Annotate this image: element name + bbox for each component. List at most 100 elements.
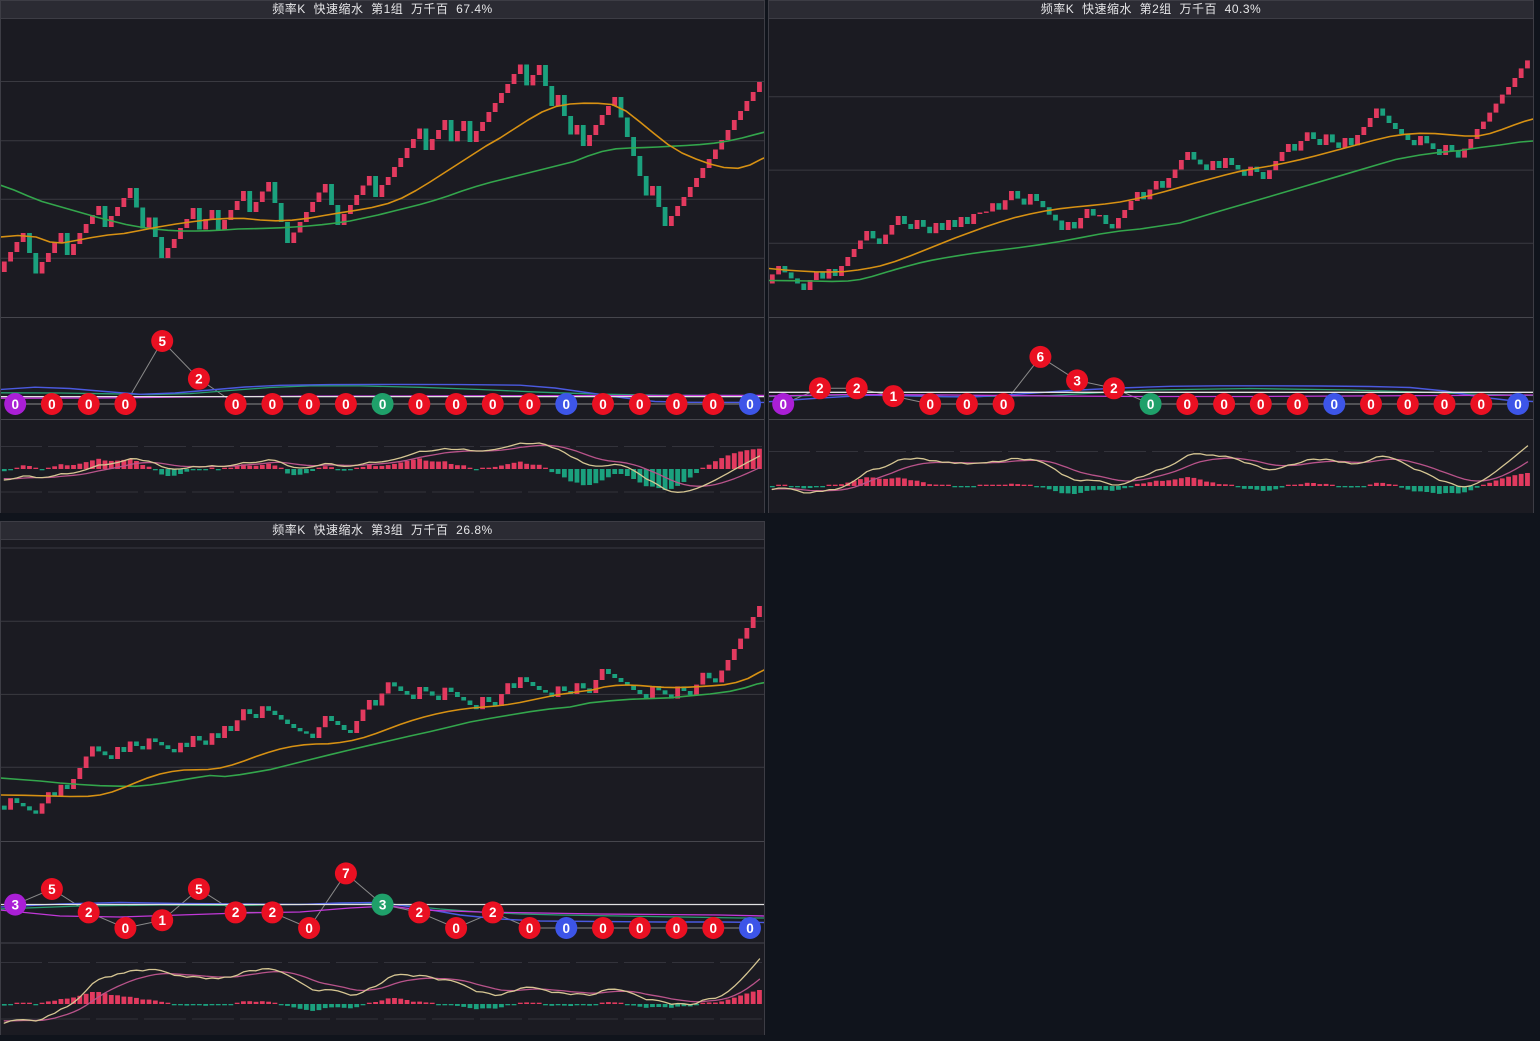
candle [20, 803, 26, 807]
candle [681, 686, 687, 691]
macd-bar [196, 469, 202, 471]
candle [1392, 123, 1398, 129]
candle [1204, 164, 1209, 170]
candle [165, 745, 171, 749]
candle [1084, 209, 1090, 218]
macd-bar [681, 1004, 687, 1007]
candle [127, 188, 133, 198]
candle [1329, 134, 1335, 143]
indicator-badge: 0 [224, 393, 247, 415]
indicator-badge: 0 [555, 917, 578, 939]
candles-layer [1, 64, 762, 274]
macd-bar [1361, 486, 1367, 488]
macd-bar [858, 479, 863, 486]
badge-circle-red [1213, 393, 1236, 415]
macd-bar [303, 1004, 309, 1010]
macd-bar [1015, 484, 1021, 486]
badge-value: 0 [1404, 397, 1412, 412]
candle [1386, 115, 1392, 123]
macd-bar [480, 1004, 485, 1009]
macd-bar [1411, 486, 1417, 492]
macd-bar [297, 1004, 303, 1009]
macd-dif-line [3, 958, 761, 1024]
candle [1481, 121, 1486, 129]
macd-bar [278, 467, 284, 469]
indicator-badge: 0 [739, 917, 761, 939]
macd-bar [20, 1002, 26, 1004]
candle [247, 191, 253, 212]
badge-value: 1 [890, 389, 898, 404]
badge-circle-red [1396, 393, 1419, 415]
candle [1, 805, 7, 810]
candle [404, 148, 410, 158]
macd-bar [643, 1004, 649, 1008]
macd-bar [549, 469, 555, 473]
macd-bar [499, 465, 504, 469]
badge-value: 2 [1110, 381, 1118, 396]
candle [568, 116, 574, 135]
badge-value: 0 [416, 397, 424, 412]
macd-bar [499, 1004, 504, 1008]
candle [1317, 139, 1323, 145]
candle [1474, 129, 1480, 139]
badge-circle-red [114, 393, 137, 415]
macd-bar [171, 1004, 177, 1006]
macd-bar [348, 469, 353, 471]
macd-bar [272, 1002, 278, 1004]
badge-circle-red [408, 901, 431, 924]
macd-dea-line [3, 444, 761, 487]
macd-bar [587, 469, 592, 485]
chart-canvas-group3[interactable]: 3 5 2 0 1 5 2 2 0 7 3 2 0 2 0 0 0 0 0 0 0 [1, 540, 764, 1034]
macd-bar [694, 1004, 699, 1006]
candle [643, 176, 649, 196]
indicator-badge: 0 [445, 917, 468, 939]
indicator-badge: 1 [151, 909, 174, 932]
candle [700, 672, 706, 685]
candle [505, 683, 511, 694]
badge-circle-red [40, 878, 63, 900]
candle [719, 140, 725, 150]
candle [316, 192, 322, 202]
badge-value: 0 [1331, 397, 1339, 412]
candle [392, 682, 397, 687]
candle [259, 191, 265, 202]
ma-fast-line [1, 669, 764, 798]
ma-fast-line [769, 118, 1533, 273]
chart-canvas-group1[interactable]: 0 0 0 0 5 2 0 0 0 0 0 0 0 0 0 0 0 0 0 0 0 [1, 19, 764, 512]
candle [410, 139, 416, 148]
candle [58, 233, 64, 243]
candle [725, 660, 731, 671]
badge-value: 0 [563, 921, 571, 936]
macd-bar [1122, 486, 1128, 489]
candle [1185, 152, 1191, 160]
macd-bar [278, 1004, 284, 1006]
candle [662, 207, 668, 226]
candle [310, 733, 316, 738]
macd-bar [121, 459, 127, 469]
candle [341, 725, 347, 730]
candle [1355, 135, 1360, 146]
candle [152, 738, 158, 742]
indicator-badge: 0 [702, 393, 725, 415]
macd-bar [1455, 486, 1461, 494]
macd-bar [165, 1002, 171, 1004]
candle [1172, 169, 1178, 178]
badge-circle-red [592, 393, 614, 415]
indicator-badge: 2 [1102, 377, 1125, 400]
badge-circle-red [808, 377, 831, 400]
macd-bar [33, 1004, 39, 1006]
macd-bar [675, 1004, 681, 1007]
badge-value: 2 [853, 381, 861, 396]
candle [1147, 189, 1153, 200]
macd-bar [165, 469, 171, 476]
chart-canvas-group2[interactable]: 0 2 2 1 0 0 0 6 3 2 0 0 0 0 0 0 0 0 0 0 0 [769, 19, 1533, 512]
macd-bar [1, 469, 7, 472]
macd-bar [543, 467, 548, 469]
badge-circle-red [665, 393, 688, 415]
macd-bar [555, 469, 561, 474]
macd-bar [1348, 486, 1354, 488]
macd-bar [1134, 483, 1140, 486]
macd-bar [1512, 475, 1518, 486]
badge-circle-blue [555, 393, 578, 415]
